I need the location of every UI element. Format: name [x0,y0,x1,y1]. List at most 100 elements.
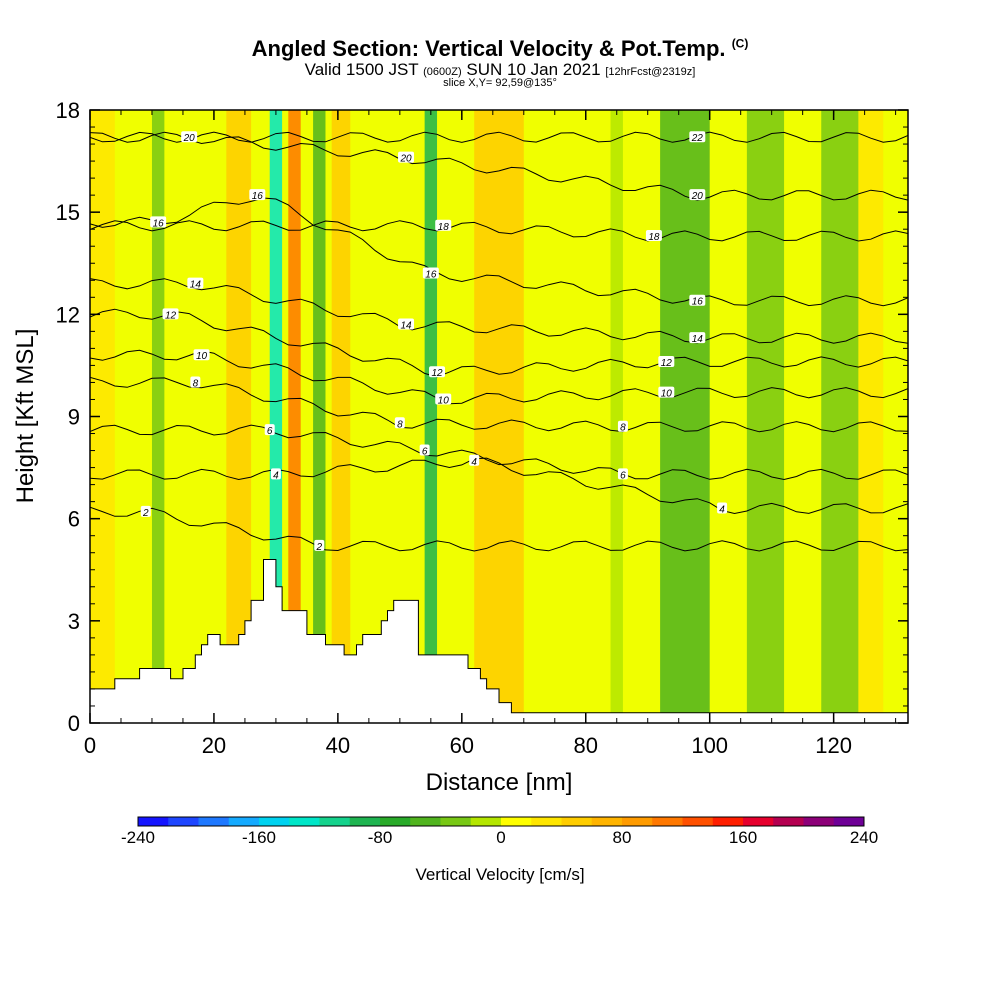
colorbar-swatch [531,817,562,826]
x-tick-label: 100 [691,733,728,758]
contour-label-bg [645,230,662,242]
contour-label-bg [162,308,179,320]
colorbar-swatch [259,817,290,826]
colorbar-swatch [380,817,411,826]
contour-label-bg [190,376,201,388]
contour-label-bg [398,318,415,330]
contour-label-text: 16 [692,297,704,308]
terrain-profile [89,559,909,724]
colorbar-tick-label: 160 [729,828,757,847]
contour-label-text: 20 [691,191,704,202]
colorbar-label: Vertical Velocity [cm/s] [415,865,584,884]
velocity-band [331,110,351,723]
colorbar-swatch [652,817,683,826]
contour-label: 4 [469,454,480,468]
contour-label-bg [422,267,439,279]
contour-label-bg [435,393,452,405]
colorbar-swatch [803,817,835,826]
contour-label: 8 [617,420,628,434]
contour-label-text: 20 [183,133,196,144]
colorbar-swatch [682,817,714,826]
x-tick-label: 0 [84,733,96,758]
contour-label: 2 [140,505,151,519]
x-tick-label: 20 [202,733,226,758]
contour-label: 14 [398,318,415,332]
contour-label-bg [689,189,706,201]
contour-label: 20 [689,189,706,202]
velocity-band [821,110,859,723]
contour-label-text: 12 [431,368,443,379]
contour-label-text: 8 [620,423,626,434]
contour-label-text: 10 [438,395,450,406]
contour-label-text: 6 [422,447,428,458]
y-tick-label: 0 [68,711,80,736]
colorbar-swatch [591,817,623,826]
contour-label-text: 10 [661,389,673,400]
contour-label-bg [150,216,167,228]
contour-label: 16 [422,267,439,280]
y-tick-label: 6 [68,507,80,532]
colorbar-tick-label: 240 [850,828,878,847]
colorbar-swatch [712,817,744,826]
chart-title: Angled Section: Vertical Velocity & Pot.… [0,36,1000,62]
y-tick-label: 9 [68,405,80,430]
contour-label-text: 14 [190,280,202,291]
contour-label-bg [270,468,281,480]
isentrope-line [90,131,908,201]
colorbar-swatch [228,817,260,826]
velocity-band [746,110,785,723]
contour-label: 16 [689,294,706,308]
isentrope-line [90,424,908,481]
contour-label-bg [394,417,405,429]
y-tick-label: 12 [56,302,80,327]
contour-label-bg [419,444,430,456]
isentrope-line [90,308,908,378]
contour-label: 6 [617,468,628,481]
isentrope-line [90,131,908,143]
velocity-field [90,110,884,723]
contour-label-bg [193,349,210,361]
contour-label-text: 18 [438,222,450,233]
velocity-band [424,110,438,723]
isentrope-line [90,349,908,405]
contour-label: 16 [249,189,266,202]
isentrope-line [90,197,908,307]
contour-label: 14 [689,332,706,345]
contour-label-bg [617,420,628,432]
contour-label-bg [435,219,452,231]
contour-label-text: 16 [153,218,165,229]
velocity-band [474,110,524,723]
x-tick-label: 40 [326,733,350,758]
contour-label-text: 18 [648,232,660,243]
velocity-band [313,110,326,723]
colorbar-swatch [168,817,199,826]
contour-label-bg [187,277,204,289]
contour-label: 16 [150,216,167,229]
colorbar-swatch [773,817,804,826]
colorbar-swatch [470,817,502,826]
x-tick-label: 80 [574,733,598,758]
y-tick-label: 3 [68,609,80,634]
colorbar-swatch [319,817,351,826]
title-main: Angled Section: Vertical Velocity & Pot.… [251,36,726,61]
contour-label: 22 [689,131,706,144]
contour-label-bg [617,468,628,480]
contour-label-text: 6 [620,470,626,481]
contour-label-text: 12 [661,358,673,369]
colorbar-tick-label: -80 [368,828,393,847]
contour-label-bg [398,151,415,163]
contour-label-bg [140,505,151,517]
contour-label-text: 22 [691,133,704,144]
contour-label: 10 [435,393,452,406]
valid-zulu: (0600Z) [423,66,462,78]
isentrope-line [90,457,908,515]
contour-label: 18 [435,219,452,233]
colorbar-tick-label: 80 [613,828,632,847]
colorbar-swatch [501,817,532,826]
contour-label-text: 8 [193,378,199,389]
colorbar-swatch [410,817,441,826]
contour-label-bg [264,424,275,436]
contour-label-bg [181,131,198,143]
isentrope-line [90,506,908,552]
contour-label: 2 [314,539,325,553]
